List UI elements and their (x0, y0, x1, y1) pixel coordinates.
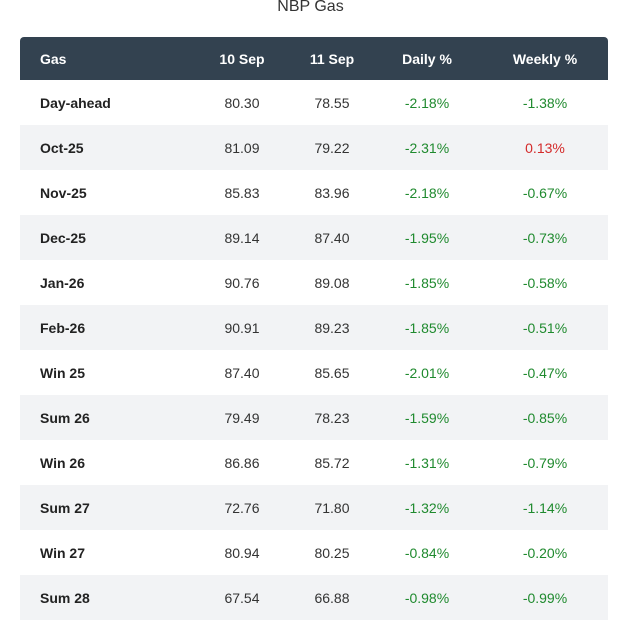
row-daily-change: -2.31% (404, 139, 450, 156)
table-row: Win 27 80.94 80.25 -0.84% -0.20% (20, 530, 608, 575)
row-daily-change: -1.32% (404, 499, 450, 516)
row-weekly-change: 0.13% (525, 139, 565, 156)
column-header-10-sep: 10 Sep (219, 50, 265, 67)
row-value-10-sep: 90.91 (224, 319, 260, 336)
row-value-10-sep: 90.76 (224, 274, 260, 291)
row-name: Sum 27 (40, 499, 90, 516)
row-weekly-change: -0.85% (522, 409, 568, 426)
table-row: Win 26 86.86 85.72 -1.31% -0.79% (20, 440, 608, 485)
row-name: Dec-25 (40, 229, 86, 246)
row-daily-change: -2.01% (404, 364, 450, 381)
table-header: Gas 10 Sep 11 Sep Daily % Weekly % (20, 37, 608, 80)
row-daily-change: -0.98% (404, 589, 450, 606)
row-name: Jan-26 (40, 274, 85, 291)
row-name: Feb-26 (40, 319, 86, 336)
row-name: Sum 28 (40, 589, 90, 606)
table-row: Sum 28 67.54 66.88 -0.98% -0.99% (20, 575, 608, 620)
row-name: Sum 26 (40, 409, 90, 426)
table-row: Sum 27 72.76 71.80 -1.32% -1.14% (20, 485, 608, 530)
row-value-10-sep: 81.09 (224, 139, 260, 156)
row-weekly-change: -1.38% (522, 94, 568, 111)
row-name: Day-ahead (40, 94, 111, 111)
row-name: Win 27 (40, 544, 85, 561)
row-value-10-sep: 67.54 (224, 589, 260, 606)
table-row: Jan-26 90.76 89.08 -1.85% -0.58% (20, 260, 608, 305)
row-daily-change: -1.85% (404, 274, 450, 291)
row-value-10-sep: 80.30 (224, 94, 260, 111)
row-daily-change: -2.18% (404, 184, 450, 201)
row-value-11-sep: 78.23 (314, 409, 350, 426)
row-weekly-change: -0.67% (522, 184, 568, 201)
row-weekly-change: -1.14% (522, 499, 568, 516)
row-value-10-sep: 72.76 (224, 499, 260, 516)
table-row: Dec-25 89.14 87.40 -1.95% -0.73% (20, 215, 608, 260)
row-daily-change: -1.95% (404, 229, 450, 246)
row-weekly-change: -0.51% (522, 319, 568, 336)
column-header-11-sep: 11 Sep (309, 50, 355, 67)
row-daily-change: -1.85% (404, 319, 450, 336)
row-value-11-sep: 80.25 (314, 544, 350, 561)
column-header-gas: Gas (40, 50, 67, 67)
row-value-11-sep: 71.80 (314, 499, 350, 516)
table-body: Day-ahead 80.30 78.55 -2.18% -1.38% Oct-25 81.… (20, 80, 608, 620)
row-value-10-sep: 89.14 (224, 229, 260, 246)
table-row: Nov-25 85.83 83.96 -2.18% -0.67% (20, 170, 608, 215)
row-value-10-sep: 79.49 (224, 409, 260, 426)
row-name: Win 26 (40, 454, 85, 471)
row-value-11-sep: 66.88 (314, 589, 350, 606)
table-row: Day-ahead 80.30 78.55 -2.18% -1.38% (20, 80, 608, 125)
row-value-11-sep: 85.65 (314, 364, 350, 381)
row-value-11-sep: 89.08 (314, 274, 350, 291)
row-weekly-change: -0.20% (522, 544, 568, 561)
column-header-daily: Daily % (402, 50, 452, 67)
row-daily-change: -1.59% (404, 409, 450, 426)
row-weekly-change: -0.79% (522, 454, 568, 471)
row-value-10-sep: 85.83 (224, 184, 260, 201)
row-name: Nov-25 (40, 184, 87, 201)
row-value-11-sep: 89.23 (314, 319, 350, 336)
gas-price-table: Gas 10 Sep 11 Sep Daily % Weekly % Day-a… (20, 37, 608, 620)
table-row: Oct-25 81.09 79.22 -2.31% 0.13% (20, 125, 608, 170)
row-weekly-change: -0.99% (522, 589, 568, 606)
row-daily-change: -1.31% (404, 454, 450, 471)
page-title: NBP Gas (277, 0, 344, 15)
table-row: Sum 26 79.49 78.23 -1.59% -0.85% (20, 395, 608, 440)
row-name: Oct-25 (40, 139, 84, 156)
table-row: Feb-26 90.91 89.23 -1.85% -0.51% (20, 305, 608, 350)
row-name: Win 25 (40, 364, 85, 381)
row-value-11-sep: 83.96 (314, 184, 350, 201)
row-value-10-sep: 87.40 (224, 364, 260, 381)
column-header-weekly: Weekly % (512, 50, 578, 67)
row-value-11-sep: 78.55 (314, 94, 350, 111)
row-value-11-sep: 87.40 (314, 229, 350, 246)
row-weekly-change: -0.47% (522, 364, 568, 381)
row-daily-change: -0.84% (404, 544, 450, 561)
row-value-10-sep: 80.94 (224, 544, 260, 561)
row-value-11-sep: 85.72 (314, 454, 350, 471)
row-weekly-change: -0.58% (522, 274, 568, 291)
row-daily-change: -2.18% (404, 94, 450, 111)
row-value-10-sep: 86.86 (224, 454, 260, 471)
row-weekly-change: -0.73% (522, 229, 568, 246)
row-value-11-sep: 79.22 (314, 139, 350, 156)
table-row: Win 25 87.40 85.65 -2.01% -0.47% (20, 350, 608, 395)
